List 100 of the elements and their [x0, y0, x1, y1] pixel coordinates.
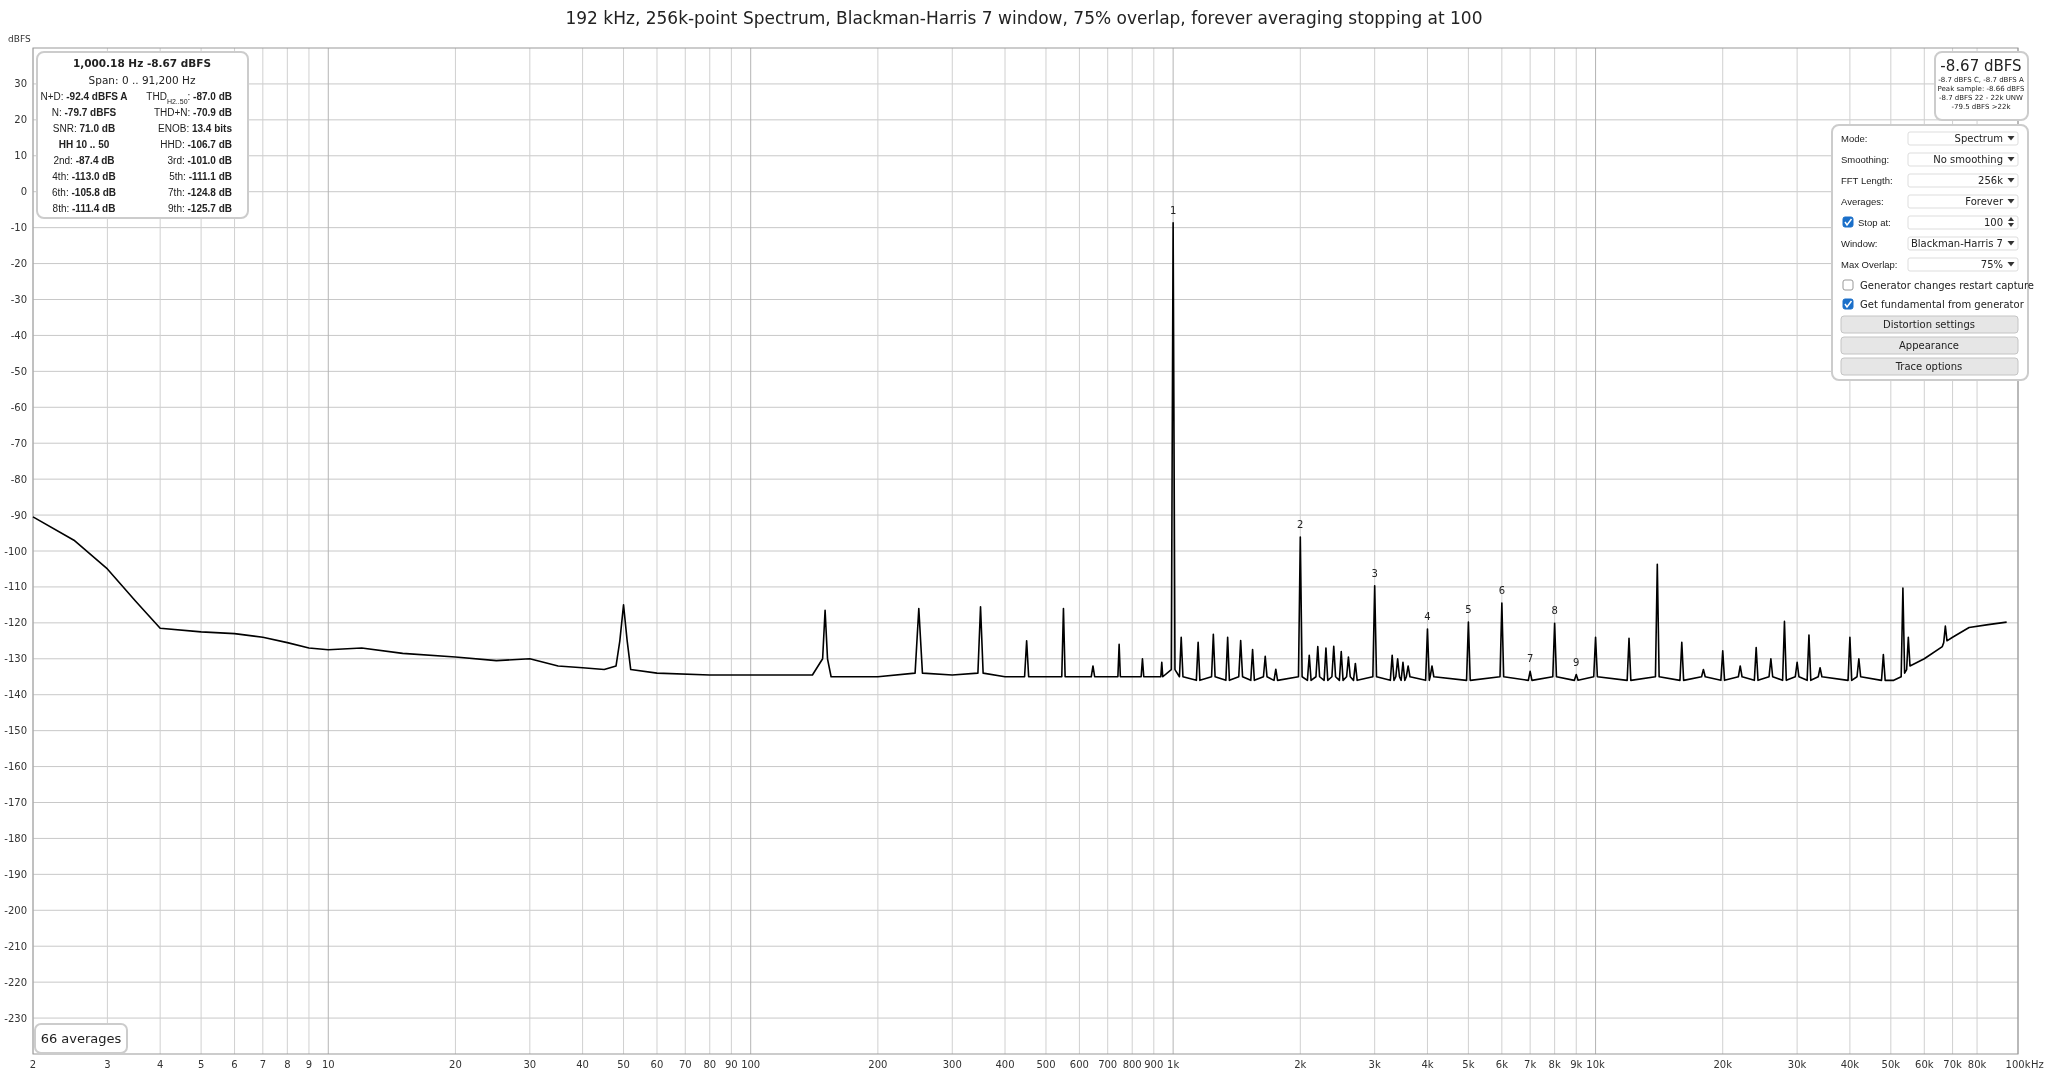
- annotation: 6: [1498, 585, 1506, 597]
- annotation: SNR: 71.0 dB: [52, 123, 116, 134]
- annotation: Blackman-Harris 7: [1910, 238, 2003, 249]
- x-tick-label: 3k: [1368, 1059, 1381, 1070]
- annotation: 3rd: -101.0 dB: [167, 155, 232, 166]
- annotation: Max Overlap:: [1841, 259, 1898, 270]
- y-tick-label: -160: [4, 761, 27, 773]
- annotation: Stop at:: [1858, 217, 1891, 228]
- annotation: ENOB: 13.4 bits: [158, 123, 233, 134]
- x-tick-label: 50k: [1881, 1059, 1901, 1070]
- x-tick-label: 200: [868, 1059, 888, 1070]
- annotation: 2nd: -87.4 dB: [53, 155, 115, 166]
- x-tick-label: 6k: [1495, 1059, 1509, 1070]
- x-tick-label: 700: [1098, 1059, 1118, 1070]
- x-tick-label: 100k: [2005, 1059, 2031, 1070]
- x-tick-label: 6: [231, 1059, 238, 1070]
- annotation: 7th: -124.8 dB: [168, 187, 232, 198]
- annotation: Spectrum: [1954, 133, 2003, 144]
- annotation: 100: [1983, 217, 2003, 228]
- y-tick-label: -20: [10, 258, 27, 270]
- x-tick-label: 20: [449, 1059, 462, 1070]
- y-tick-label: -60: [10, 401, 27, 413]
- x-tick-label: 30: [523, 1059, 537, 1070]
- x-tick-label: 7k: [1524, 1059, 1537, 1070]
- x-tick-label: 40: [576, 1059, 589, 1070]
- annotation: Window:: [1841, 238, 1878, 249]
- x-tick-label: 40k: [1840, 1059, 1860, 1070]
- annotation: 8th: -111.4 dB: [52, 203, 116, 214]
- annotation: Forever: [1965, 196, 2004, 207]
- y-tick-label: -170: [4, 797, 27, 808]
- annotation: Appearance: [1898, 340, 1960, 351]
- x-tick-label: 10: [321, 1059, 335, 1070]
- y-axis-title: dBFS: [8, 34, 31, 44]
- annotation: THD+N: -70.9 dB: [153, 107, 232, 118]
- x-tick-label: 2k: [1294, 1059, 1307, 1070]
- annotation: 4th: -113.0 dB: [52, 171, 116, 182]
- y-tick-label: -90: [10, 509, 27, 521]
- x-tick-label: 400: [995, 1059, 1015, 1070]
- x-tick-label: 8k: [1548, 1059, 1561, 1070]
- annotation: Generator changes restart capture: [1860, 280, 2034, 291]
- x-tick-label: 60k: [1915, 1059, 1934, 1070]
- annotation: 5th: -111.1 dB: [169, 171, 232, 182]
- y-tick-label: -10: [10, 222, 27, 234]
- y-tick-label: 10: [14, 150, 27, 162]
- annotation: N: -79.7 dBFS: [51, 107, 117, 118]
- annotation: N+D: -92.4 dBFS A: [40, 91, 128, 102]
- x-tick-label: 900: [1144, 1059, 1164, 1070]
- y-tick-label: -140: [4, 689, 27, 701]
- x-tick-label: 600: [1069, 1059, 1089, 1070]
- x-tick-label: 800: [1122, 1059, 1142, 1070]
- x-tick-label: 300: [942, 1059, 962, 1070]
- y-tick-label: 0: [20, 186, 27, 198]
- x-tick-label: 5: [197, 1059, 205, 1070]
- x-tick-label: 30k: [1787, 1059, 1807, 1070]
- x-tick-label: 10k: [1586, 1059, 1606, 1070]
- y-tick-label: -150: [4, 725, 27, 737]
- annotation: -8.67 dBFS: [1940, 57, 2022, 75]
- x-tick-label: 70k: [1943, 1059, 1963, 1070]
- annotation: THD$_{H2..50}$: -87.0 dB: [146, 91, 232, 105]
- annotation: 4: [1424, 610, 1431, 622]
- annotation: 9th: -125.7 dB: [168, 203, 232, 214]
- annotation: HH 10 .. 50: [58, 139, 110, 150]
- annotation: 75%: [1980, 259, 2003, 270]
- annotation: 7: [1526, 653, 1534, 665]
- x-tick-label: 80: [703, 1059, 717, 1070]
- annotation: 5: [1465, 604, 1472, 616]
- annotation: 1,000.18 Hz -8.67 dBFS: [72, 57, 212, 69]
- annotation: 66 averages: [40, 1031, 122, 1046]
- x-tick-label: 90: [725, 1059, 738, 1070]
- annotation: Span: 0 .. 91,200 Hz: [88, 74, 196, 86]
- x-tick-label: 3: [104, 1059, 111, 1070]
- x-tick-label: 100: [741, 1059, 761, 1070]
- y-tick-label: -180: [4, 832, 27, 844]
- y-tick-label: -40: [10, 329, 27, 341]
- y-tick-label: -130: [4, 653, 27, 665]
- y-tick-label: -210: [4, 940, 27, 952]
- x-tick-label: 70: [678, 1059, 692, 1070]
- y-tick-label: -120: [4, 617, 27, 629]
- y-tick-label: -80: [10, 473, 27, 485]
- x-tick-label: 1k: [1167, 1059, 1180, 1070]
- annotation: 3: [1371, 567, 1378, 579]
- y-tick-label: -200: [4, 904, 27, 916]
- y-tick-label: -220: [4, 976, 27, 988]
- annotation: 9: [1573, 656, 1580, 668]
- y-tick-label: 30: [14, 78, 27, 90]
- x-tick-label: 9k: [1570, 1059, 1583, 1070]
- annotation: Distortion settings: [1882, 319, 1976, 330]
- x-tick-label: 500: [1036, 1059, 1056, 1070]
- x-tick-label: 80k: [1967, 1059, 1987, 1070]
- x-tick-label: 7: [259, 1059, 267, 1070]
- annotation: FFT Length:: [1841, 175, 1893, 186]
- annotation: 256k: [1978, 175, 2004, 186]
- annotation: Trace options: [1894, 361, 1963, 372]
- annotation: 6th: -105.8 dB: [52, 187, 116, 198]
- x-tick-label: 4k: [1421, 1059, 1434, 1070]
- x-tick-label: 20k: [1713, 1059, 1733, 1070]
- y-tick-label: -230: [4, 1012, 27, 1024]
- annotation: HHD: -106.7 dB: [160, 139, 232, 150]
- x-tick-label: 60: [650, 1059, 664, 1070]
- x-tick-label: 50: [617, 1059, 630, 1070]
